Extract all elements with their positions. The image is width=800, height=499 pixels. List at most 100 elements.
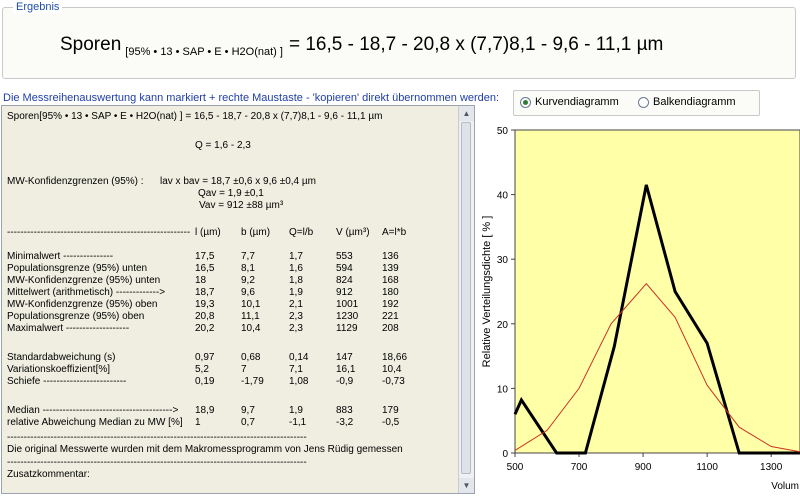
- report-row-label: Minimalwert ---------------: [7, 251, 114, 262]
- report-cell: 1,9: [289, 405, 303, 416]
- report-row-label: Mittelwert (arithmetisch) ------------->: [7, 287, 166, 298]
- distribution-chart: 0 10 20 30 40 50 500 700 900 1100 1300 Volum Relativ…: [478, 120, 800, 494]
- report-column-header: A=l*b: [382, 227, 407, 238]
- plot-area: [514, 129, 800, 454]
- radio-unselected-icon[interactable]: [638, 96, 649, 108]
- report-mw3: Vav = 912 ±88 µm³: [199, 200, 284, 211]
- report-cell: 824: [336, 275, 353, 286]
- radio-kurvendiagramm[interactable]: Kurvendiagramm: [520, 96, 619, 108]
- report-cell: 553: [336, 251, 353, 262]
- report-mw1: lav x bav = 18,7 ±0,6 x 9,6 ±0,4 µm: [160, 176, 316, 187]
- report-cell: 1,8: [289, 275, 303, 286]
- report-cell: 10,4: [241, 323, 261, 334]
- report-scrollbar[interactable]: ▲ ▼: [458, 106, 474, 493]
- report-cell: -1,79: [241, 376, 264, 387]
- report-textbox[interactable]: Sporen[95% • 13 • SAP • E • H2O(nat) ] =…: [1, 105, 475, 494]
- y-tick-label: 10: [497, 384, 509, 395]
- report-cell: 883: [336, 405, 353, 416]
- x-tick-label: 700: [571, 462, 588, 473]
- report-cell: 208: [382, 323, 399, 334]
- result-label: Sporen: [60, 34, 122, 55]
- report-cell: 16,5: [195, 263, 215, 274]
- report-cell: 7,1: [289, 364, 303, 375]
- report-cell: 221: [382, 311, 399, 322]
- report-footer: Die original Messwerte wurden mit dem Ma…: [7, 444, 403, 455]
- report-cell: 594: [336, 263, 353, 274]
- report-cell: 2,3: [289, 323, 303, 334]
- report-cell: 10,1: [241, 299, 261, 310]
- report-cell: 0,68: [241, 352, 261, 363]
- y-tick-label: 30: [497, 255, 509, 266]
- report-cell: 20,8: [195, 311, 215, 322]
- radio-balkendiagramm[interactable]: Balkendiagramm: [638, 96, 736, 108]
- x-tick-label: 500: [507, 462, 524, 473]
- report-cell: 147: [336, 352, 353, 363]
- report-cell: 19,3: [195, 299, 215, 310]
- result-subscript: [95% • 13 • SAP • E • H2O(nat) ]: [125, 46, 283, 58]
- report-cell: 0,97: [195, 352, 215, 363]
- report-cell: 1,9: [289, 287, 303, 298]
- report-cell: 179: [382, 405, 399, 416]
- report-cell: 18,66: [382, 352, 408, 363]
- x-tick-label: 900: [635, 462, 652, 473]
- report-row-label: Variationskoeffizient[%]: [7, 364, 111, 375]
- report-header: Sporen[95% • 13 • SAP • E • H2O(nat) ] =…: [7, 111, 383, 122]
- report-cell: 18: [195, 275, 207, 286]
- result-value: = 16,5 - 18,7 - 20,8 x (7,7)8,1 - 9,6 - …: [288, 34, 664, 55]
- report-cell: 18,7: [195, 287, 215, 298]
- report-row-label: relative Abweichung Median zu MW [%]: [7, 417, 183, 428]
- report-mw2: Qav = 1,9 ±0,1: [198, 188, 264, 199]
- report-row-label: Populationsgrenze (95%) oben: [7, 311, 145, 322]
- report-cell: 912: [336, 287, 353, 298]
- report-zusatz: Zusatzkommentar:: [7, 469, 90, 480]
- y-tick-label: 40: [497, 191, 509, 202]
- report-column-header: l (µm): [195, 227, 221, 238]
- report-cell: 20,2: [195, 323, 215, 334]
- radio-balkendiagramm-label: Balkendiagramm: [653, 96, 736, 108]
- y-tick-label: 50: [497, 126, 509, 137]
- report-cell: 1,7: [289, 251, 303, 262]
- report-cell: 7: [241, 364, 247, 375]
- report-cell: 180: [382, 287, 399, 298]
- report-mw-label: MW-Konfidenzgrenzen (95%) :: [7, 176, 144, 187]
- report-cell: 139: [382, 263, 399, 274]
- report-cell: 1129: [336, 323, 358, 334]
- report-row-label: Median ---------------------------------…: [7, 405, 179, 416]
- report-cell: 1,08: [289, 376, 309, 387]
- report-q: Q = 1,6 - 2,3: [195, 140, 251, 151]
- report-cell: 7,7: [241, 251, 255, 262]
- report-dash-1: ----------------------------------------…: [7, 432, 307, 443]
- report-cell: 168: [382, 275, 399, 286]
- y-axis-label: Relative Verteilungsdichte [ % ]: [481, 216, 493, 368]
- report-column-header: V (µm³): [336, 227, 370, 238]
- report-cell: 1230: [336, 311, 359, 322]
- radio-selected-icon[interactable]: [520, 96, 531, 108]
- x-tick-label: 1300: [760, 462, 783, 473]
- report-cell: 2,3: [289, 311, 303, 322]
- report-cell: 1001: [336, 299, 359, 310]
- report-cell: 5,2: [195, 364, 209, 375]
- report-text[interactable]: Sporen[95% • 13 • SAP • E • H2O(nat) ] =…: [2, 106, 460, 493]
- report-column-header: Q=l/b: [289, 227, 314, 238]
- x-axis-label: Volum: [771, 481, 799, 492]
- y-tick-label: 20: [497, 320, 509, 331]
- radio-kurvendiagramm-label: Kurvendiagramm: [535, 96, 619, 108]
- scroll-up-icon[interactable]: ▲: [459, 106, 474, 121]
- scroll-thumb[interactable]: [461, 122, 471, 474]
- copy-hint: Die Messreihenauswertung kann markiert +…: [3, 92, 500, 104]
- report-row-label: MW-Konfidenzgrenze (95%) oben: [7, 299, 158, 310]
- report-cell: 0,19: [195, 376, 215, 387]
- report-cell: 192: [382, 299, 399, 310]
- report-row-label: Schiefe -------------------------: [7, 376, 127, 387]
- report-cell: 10,4: [382, 364, 402, 375]
- scroll-down-icon[interactable]: ▼: [459, 478, 474, 493]
- report-cell: -3,2: [336, 417, 354, 428]
- report-cell: 11,1: [241, 311, 260, 322]
- diagram-type-frame: [513, 90, 760, 116]
- report-cell: 0,7: [241, 417, 255, 428]
- report-cell: 18,9: [195, 405, 215, 416]
- report-cell: 17,5: [195, 251, 215, 262]
- report-row-label: Standardabweichung (s): [7, 352, 116, 363]
- report-cell: 9,7: [241, 405, 255, 416]
- report-cell: 1,6: [289, 263, 303, 274]
